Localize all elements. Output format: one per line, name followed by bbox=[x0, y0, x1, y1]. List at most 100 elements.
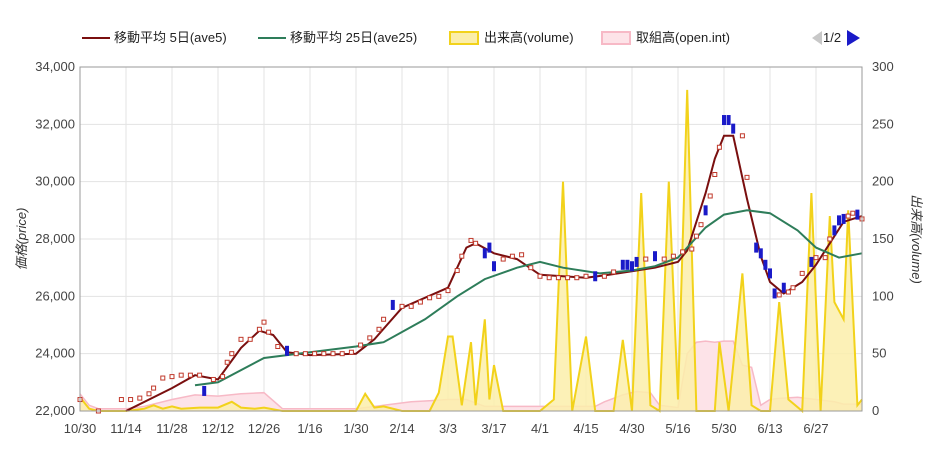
legend-openint-label: 取組高(open.int) bbox=[636, 30, 730, 45]
candle-up bbox=[321, 351, 327, 357]
legend-ave5-label: 移動平均 5日(ave5) bbox=[114, 30, 227, 45]
candle-up bbox=[776, 292, 782, 298]
candle-up bbox=[187, 372, 193, 378]
x-tick-label: 4/30 bbox=[619, 421, 644, 436]
prev-page-icon[interactable] bbox=[812, 31, 822, 45]
candle-up bbox=[555, 275, 561, 281]
legend-volume-swatch bbox=[449, 31, 479, 45]
candle-up bbox=[137, 395, 143, 401]
y-axis-label: 価格(price) bbox=[14, 208, 29, 271]
volume-line bbox=[79, 89, 863, 414]
candle-up bbox=[261, 319, 267, 325]
y2-tick-label: 0 bbox=[872, 403, 879, 418]
candle-up bbox=[454, 268, 460, 274]
candle-down bbox=[722, 115, 726, 126]
candle-down bbox=[630, 261, 634, 272]
candle-up bbox=[381, 316, 387, 322]
candle-down bbox=[809, 256, 814, 267]
candle-up bbox=[293, 351, 299, 357]
candle-up bbox=[178, 372, 184, 378]
legend-volume-label: 出来高(volume) bbox=[484, 30, 574, 45]
next-page-icon[interactable] bbox=[847, 30, 860, 46]
x-tick-label: 12/26 bbox=[248, 421, 281, 436]
candle-up bbox=[583, 273, 589, 279]
candle-up bbox=[712, 172, 718, 177]
candle-up bbox=[698, 222, 704, 228]
y2-tick-label: 50 bbox=[872, 346, 886, 361]
candle-up bbox=[822, 255, 828, 261]
candle-up bbox=[146, 391, 152, 397]
y-tick-label: 26,000 bbox=[35, 288, 75, 303]
y-tick-label: 34,000 bbox=[35, 59, 75, 74]
x-tick-label: 4/1 bbox=[531, 421, 549, 436]
candle-layer bbox=[77, 115, 865, 414]
candle-up bbox=[611, 269, 617, 275]
candle-down bbox=[754, 242, 759, 253]
series-ave25-line bbox=[194, 209, 863, 387]
candle-up bbox=[459, 253, 465, 259]
candle-up bbox=[670, 253, 676, 259]
candle-up bbox=[275, 344, 281, 349]
candle-up bbox=[128, 397, 134, 403]
candle-up bbox=[537, 273, 543, 279]
candle-up bbox=[247, 336, 253, 342]
candle-down bbox=[487, 242, 492, 253]
x-tick-label: 3/3 bbox=[439, 421, 457, 436]
candle-down bbox=[390, 299, 395, 310]
y-tick-label: 22,000 bbox=[35, 403, 75, 418]
candle-down bbox=[620, 259, 625, 270]
x-tick-label: 6/27 bbox=[803, 421, 828, 436]
candle-down bbox=[593, 271, 598, 282]
candle-up bbox=[348, 349, 354, 355]
candle-up bbox=[813, 255, 819, 261]
candle-down bbox=[855, 209, 860, 220]
candle-up bbox=[256, 326, 262, 332]
legend: 移動平均 5日(ave5) 移動平均 25日(ave25) 出来高(volume… bbox=[82, 30, 860, 46]
candle-up bbox=[519, 252, 525, 258]
candle-down bbox=[772, 288, 777, 299]
candle-down bbox=[763, 259, 768, 270]
candle-up bbox=[509, 253, 515, 259]
volume-area bbox=[80, 89, 862, 412]
candle-down bbox=[837, 215, 841, 226]
candle-down bbox=[202, 385, 207, 396]
candle-up bbox=[118, 397, 124, 403]
y-tick-label: 24,000 bbox=[35, 346, 75, 361]
x-tick-label: 1/30 bbox=[343, 421, 368, 436]
candle-down bbox=[653, 251, 657, 262]
candle-up bbox=[680, 249, 686, 255]
candle-up bbox=[229, 351, 235, 357]
candle-up bbox=[266, 329, 272, 335]
candle-up bbox=[312, 351, 318, 357]
candle-down bbox=[781, 282, 786, 293]
candle-up bbox=[399, 303, 405, 309]
candle-down bbox=[731, 123, 736, 134]
candle-up bbox=[716, 144, 722, 150]
candle-up bbox=[238, 336, 244, 342]
y2-axis-label: 出来高(volume) bbox=[909, 194, 924, 284]
plot-frame bbox=[79, 66, 863, 412]
candle-up bbox=[473, 240, 479, 246]
y2-tick-label: 100 bbox=[872, 288, 894, 303]
candle-down bbox=[285, 345, 289, 356]
candle-up bbox=[850, 210, 856, 216]
candle-up bbox=[408, 303, 414, 309]
candle-down bbox=[832, 225, 837, 236]
candle-down bbox=[758, 248, 763, 259]
candle-up bbox=[210, 376, 216, 382]
candle-up bbox=[790, 285, 796, 291]
candle-up bbox=[445, 288, 451, 294]
axes: 価格(price) 出来高(volume) bbox=[14, 66, 924, 412]
candle-up bbox=[546, 275, 552, 281]
candle-up bbox=[689, 246, 695, 252]
x-tick-label: 4/15 bbox=[573, 421, 598, 436]
candle-down bbox=[634, 256, 639, 267]
candle-up bbox=[339, 351, 345, 357]
y2-tick-label: 250 bbox=[872, 116, 894, 131]
x-tick-label: 1/16 bbox=[297, 421, 322, 436]
x-tick-label: 6/13 bbox=[757, 421, 782, 436]
candle-up bbox=[330, 351, 336, 357]
candle-down bbox=[492, 261, 496, 272]
